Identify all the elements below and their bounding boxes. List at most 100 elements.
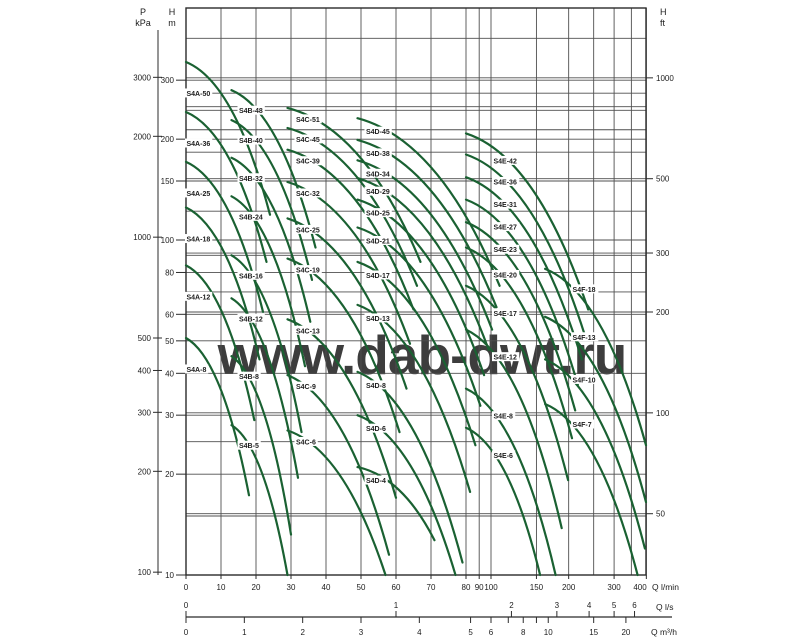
curve-label-bg (294, 325, 322, 335)
curve-label-bg (237, 211, 265, 221)
flow-m3h-tick-label: 6 (489, 628, 494, 637)
curve-label: S4E-20 (494, 272, 517, 279)
pump-curve (356, 198, 486, 377)
curve-label: S4A-12 (187, 294, 211, 301)
curve-label: S4A-50 (187, 91, 211, 98)
flow-lmin-tick-label: 90 (475, 583, 484, 592)
head-ft-tick-label: 1000 (656, 74, 674, 83)
curve-label: S4F-7 (573, 422, 592, 429)
curve-label: S4C-25 (296, 227, 320, 234)
pressure-axis-unit: kPa (135, 18, 151, 28)
curve-label-bg (364, 186, 392, 196)
curve-label-bg (492, 411, 516, 421)
curve-label-bg (185, 291, 213, 301)
curve-label: S4E-6 (494, 453, 514, 460)
head-m-tick-label: 300 (161, 76, 175, 85)
axes: 3000200010005004003002001003002001501008… (133, 7, 674, 637)
flow-m3h-tick-label: 10 (544, 628, 553, 637)
pump-curve (184, 206, 261, 361)
curve-label: S4E-17 (494, 311, 517, 318)
curve-label-bg (492, 450, 516, 460)
pump-curve (230, 424, 289, 577)
curve-label: S4B-16 (239, 273, 263, 280)
curve-label-bg (492, 308, 520, 318)
pump-curve (356, 159, 494, 331)
curve-label: S4C-6 (296, 439, 316, 446)
pump-curve (464, 426, 542, 577)
flow-m3h-tick-label: 4 (417, 628, 422, 637)
pump-curve (464, 132, 590, 311)
curve-label: S4C-45 (296, 137, 320, 144)
pump-curve (356, 138, 498, 309)
flow-lmin-tick-label: 40 (322, 583, 331, 592)
curve-label-bg (294, 188, 322, 198)
pressure-axis-label: P (140, 7, 146, 17)
pump-curve (184, 336, 251, 497)
head-ft-tick-label: 50 (656, 510, 665, 519)
head-m-tick-label: 200 (161, 135, 175, 144)
pump-curve (286, 106, 422, 263)
curve-label-bg (492, 352, 520, 362)
curve-label-bg (492, 155, 520, 165)
curve-label-bg (492, 176, 520, 186)
pump-curve (464, 284, 570, 482)
curve-label-bg (492, 222, 520, 232)
curve-label-bg (294, 381, 318, 391)
curve-label-bg (364, 208, 392, 218)
flow-lmin-tick-label: 10 (217, 583, 226, 592)
curve-label-bg (237, 135, 265, 145)
flow-ls-tick-label: 4 (587, 601, 592, 610)
head-m-tick-label: 80 (165, 268, 174, 277)
curve-label: S4E-12 (494, 355, 517, 362)
pressure-tick-label: 100 (138, 568, 152, 577)
curve-label: S4E-27 (494, 225, 517, 232)
head-m-tick-label: 40 (165, 369, 174, 378)
pump-curve (356, 117, 501, 287)
curve-label-bg (294, 134, 322, 144)
curve-label-bg (571, 419, 595, 429)
curve-label: S4D-25 (366, 211, 390, 218)
curve-label-bg (364, 168, 392, 178)
flow-lmin-tick-label: 30 (287, 583, 296, 592)
pump-curve (356, 466, 436, 542)
curve-label: S4D-13 (366, 316, 390, 323)
curve-labels: S4A-50 S4A-36 S4A-25 S4A-18 S4A-12 S4A-8 S4B-4… (185, 88, 599, 485)
head-ft-axis-unit: ft (660, 18, 666, 28)
curve-label: S4D-45 (366, 129, 390, 136)
pump-curve (230, 156, 312, 323)
flow-lmin-tick-label: 50 (357, 583, 366, 592)
flow-m3h-tick-label: 20 (621, 628, 630, 637)
head-ft-tick-label: 200 (656, 308, 670, 317)
flow-ls-tick-label: 0 (184, 601, 189, 610)
curve-label: S4B-40 (239, 138, 263, 145)
pump-curve (464, 176, 583, 361)
curve-label-bg (364, 423, 388, 433)
head-ft-axis-label: H (660, 7, 667, 17)
curve-label-bg (185, 188, 213, 198)
flow-lmin-tick-label: 100 (484, 583, 498, 592)
pressure-tick-label: 500 (138, 334, 152, 343)
curve-label-bg (364, 148, 392, 158)
curve-label: S4C-19 (296, 268, 320, 275)
pump-curve (356, 303, 472, 493)
curve-label-bg (492, 199, 520, 209)
flow-lmin-tick-label: 80 (462, 583, 471, 592)
curve-label-bg (237, 313, 265, 323)
curve-label: S4D-21 (366, 238, 390, 245)
pump-curve (184, 110, 268, 263)
flow-lmin-tick-label: 70 (427, 583, 436, 592)
flow-lmin-tick-label: 200 (562, 583, 576, 592)
curve-label: S4B-8 (239, 374, 259, 381)
curve-label-bg (185, 138, 213, 148)
curve-label: S4D-4 (366, 478, 386, 485)
pump-curve (464, 328, 563, 530)
pump-curve (464, 246, 574, 440)
curve-label-bg (237, 270, 265, 280)
plot-border (185, 7, 647, 576)
curve-label: S4D-17 (366, 273, 390, 280)
flow-m3h-tick-label: 0 (184, 628, 189, 637)
curve-label: S4E-8 (494, 414, 514, 421)
pump-curve (230, 119, 314, 281)
